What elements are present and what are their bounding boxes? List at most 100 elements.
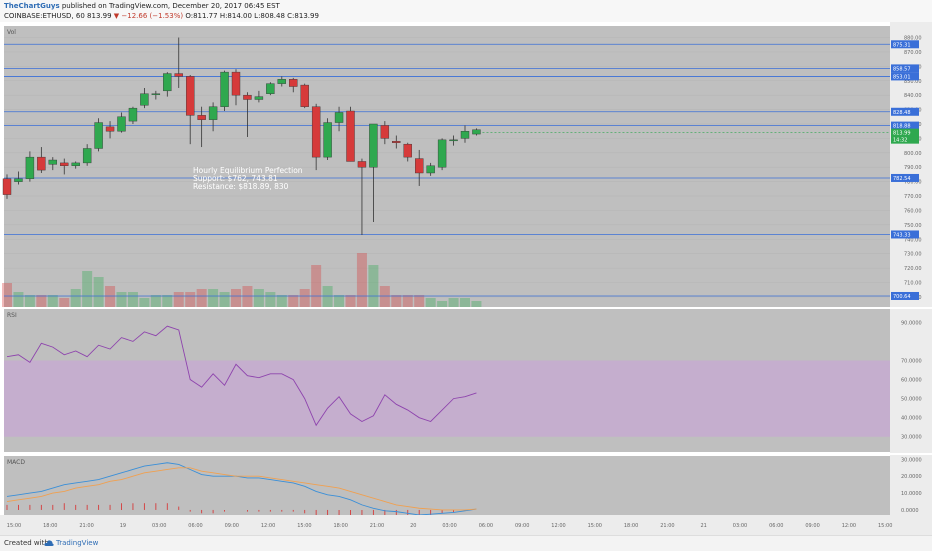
candle-up xyxy=(48,159,57,165)
price-tick-label: 710.00 xyxy=(904,281,922,287)
candle-down xyxy=(403,143,412,158)
volume-bar xyxy=(460,298,470,307)
level-label-box xyxy=(891,40,919,49)
time-tick-label: 12:00 xyxy=(551,523,565,529)
time-tick-label: 12:00 xyxy=(842,523,856,529)
price-tick-label: 790.00 xyxy=(904,165,922,171)
close-value: C:813.99 xyxy=(287,12,319,20)
candle-up xyxy=(208,106,218,120)
candle-up xyxy=(220,71,229,107)
annotation-line: Support: $762, 743.81 xyxy=(193,174,278,183)
candle-up xyxy=(254,96,264,100)
change-text: −12.66 (−1.53%) xyxy=(121,12,184,20)
macd-tick-label: 10.0000 xyxy=(901,491,922,497)
time-tick-label: 21:00 xyxy=(370,523,384,529)
time-tick-label: 15:00 xyxy=(588,523,602,529)
volume-bar xyxy=(139,298,150,307)
rsi-tick-label: 90.0000 xyxy=(901,320,922,326)
macd-tick-label: 20.0000 xyxy=(901,474,922,480)
price-panel-background xyxy=(4,26,890,307)
candle-down xyxy=(60,162,69,166)
level-label: 782.54 xyxy=(893,176,911,182)
volume-bar xyxy=(402,295,413,307)
price-tick-label: 740.00 xyxy=(904,237,922,243)
candle-down xyxy=(174,73,183,77)
candle-down xyxy=(300,84,309,107)
signal-line xyxy=(6,467,477,511)
candle-up xyxy=(472,129,481,135)
volume-bar xyxy=(219,292,230,307)
volume-bar xyxy=(185,292,196,307)
time-tick-label: 09:00 xyxy=(515,523,529,529)
level-label-box xyxy=(891,107,919,116)
candle-down xyxy=(380,125,390,139)
candle-up xyxy=(437,139,447,168)
publisher-line: TheChartGuys published on TradingView.co… xyxy=(4,1,280,11)
volume-bar xyxy=(105,286,116,307)
cloud-icon xyxy=(44,540,54,546)
rsi-tick-label: 70.0000 xyxy=(901,358,922,364)
volume-bar xyxy=(437,301,448,307)
time-tick-label: 03:00 xyxy=(442,523,456,529)
author-link[interactable]: TheChartGuys xyxy=(4,2,60,10)
volume-bar xyxy=(173,292,184,307)
candle-up xyxy=(334,112,344,123)
rsi-tick-label: 50.0000 xyxy=(901,397,922,403)
level-label-box xyxy=(891,64,919,73)
price-tick-label: 730.00 xyxy=(904,252,922,258)
volume-bar xyxy=(13,292,24,307)
time-tick-label: 18:00 xyxy=(624,523,638,529)
tradingview-logo-text[interactable]: TradingView xyxy=(56,539,99,547)
time-tick-label: 21 xyxy=(701,523,707,529)
candle-up xyxy=(82,148,92,164)
time-tick-label: 18:00 xyxy=(43,523,57,529)
open-value: O:811.77 xyxy=(185,12,218,20)
rsi-band xyxy=(4,360,890,437)
time-tick-label: 18:00 xyxy=(333,523,347,529)
macd-line xyxy=(6,462,477,516)
macd-panel-label: MACD xyxy=(7,459,25,466)
price-tick-label: 720.00 xyxy=(904,266,922,272)
macd-panel-background xyxy=(4,456,890,515)
price-tick-label: 750.00 xyxy=(904,223,922,229)
down-arrow-icon: ▼ xyxy=(113,12,120,20)
volume-bar xyxy=(345,295,356,307)
footer-bar: Created with TradingView xyxy=(0,535,932,551)
price-tick-label: 870.00 xyxy=(904,50,922,56)
time-tick-label: 15:00 xyxy=(297,523,311,529)
candle-up xyxy=(266,83,275,94)
candle-down xyxy=(243,94,252,100)
candle-down xyxy=(289,79,298,87)
volume-bar xyxy=(93,277,104,307)
level-label: 858.57 xyxy=(893,66,911,72)
volume-bar xyxy=(70,289,81,307)
volume-bar xyxy=(379,286,390,307)
price-tick-label: 880.00 xyxy=(904,36,922,42)
time-tick-label: 06:00 xyxy=(188,523,202,529)
volume-bar xyxy=(2,283,12,307)
level-label: 818.88 xyxy=(893,124,911,130)
published-text: published on TradingView.com, December 2… xyxy=(61,2,280,10)
volume-bar xyxy=(116,292,127,307)
candle-down xyxy=(392,141,401,143)
candle-down xyxy=(357,161,367,168)
candle-up xyxy=(14,178,23,182)
volume-bar xyxy=(356,253,367,307)
price-tick-label: 850.00 xyxy=(904,79,922,85)
candle-down xyxy=(415,158,424,174)
time-tick-label: 12:00 xyxy=(261,523,275,529)
publication-header: TheChartGuys published on TradingView.co… xyxy=(0,0,932,22)
volume-bar xyxy=(231,289,241,307)
time-tick-label: 15:00 xyxy=(7,523,21,529)
level-label: 875.31 xyxy=(893,42,911,48)
rsi-tick-label: 60.0000 xyxy=(901,378,922,384)
chart-area[interactable]: 880.00870.00860.00850.00840.00830.00820.… xyxy=(0,22,932,535)
candle-up xyxy=(277,79,286,84)
high-value: H:814.00 xyxy=(219,12,252,20)
time-tick-label: 19 xyxy=(120,523,126,529)
candle-down xyxy=(197,115,206,120)
volume-bar xyxy=(471,301,482,307)
volume-bar xyxy=(47,295,58,307)
last-price-label: 813.99 xyxy=(893,131,911,137)
volume-bar xyxy=(127,292,138,307)
